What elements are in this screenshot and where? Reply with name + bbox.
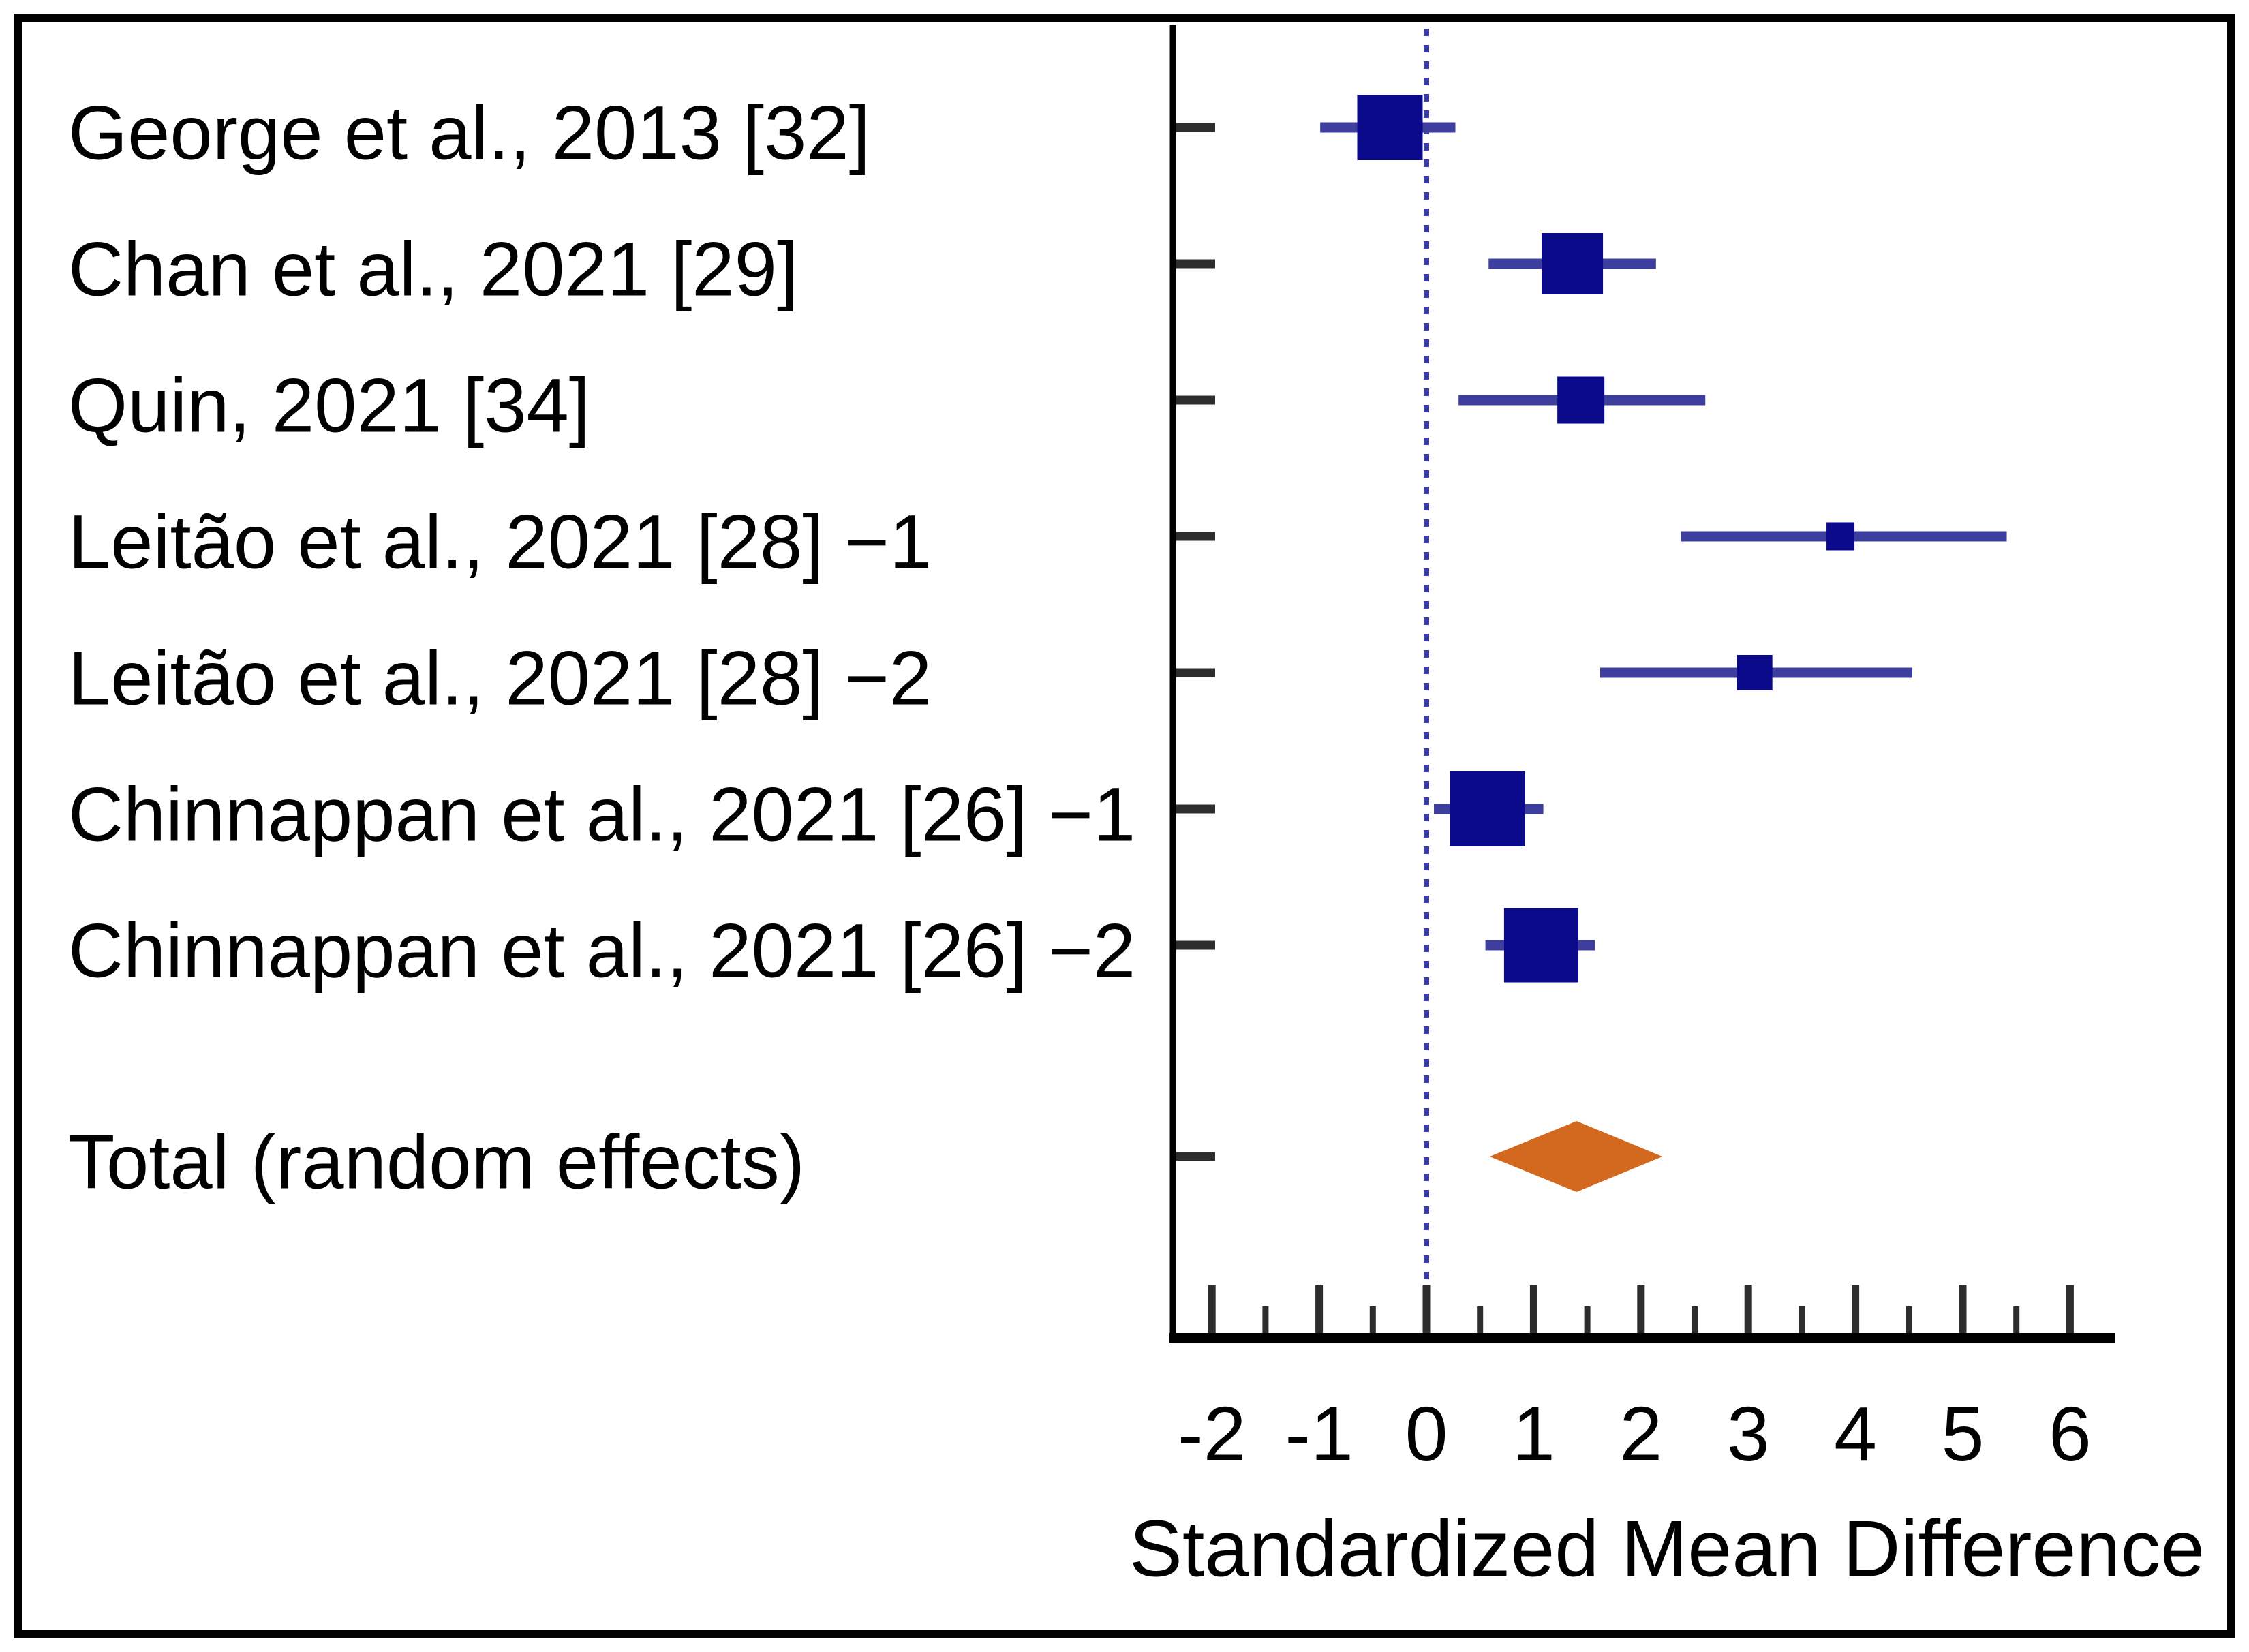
study-label: Chinnappan et al., 2021 [26] −2	[68, 908, 1135, 994]
x-tick-label: 1	[1512, 1391, 1555, 1477]
study-rows	[1320, 95, 2007, 983]
y-axis	[1169, 25, 1215, 1343]
x-tick-label: 3	[1727, 1391, 1770, 1477]
x-tick-label: 0	[1405, 1391, 1448, 1477]
study-label: Leitão et al., 2021 [28] −1	[68, 500, 932, 585]
study-label: Chan et al., 2021 [29]	[68, 227, 798, 312]
figure-border	[14, 14, 2235, 1638]
effect-square	[1503, 908, 1578, 983]
x-tick-label: -1	[1285, 1391, 1353, 1477]
effect-square	[1450, 771, 1525, 846]
total-diamond	[1489, 1121, 1663, 1192]
study-label: Quin, 2021 [34]	[68, 363, 590, 448]
x-axis-title: Standardized Mean Difference	[1129, 1504, 2205, 1593]
effect-square	[1826, 522, 1855, 551]
effect-square	[1542, 233, 1604, 294]
x-tick-label: 6	[2049, 1391, 2092, 1477]
x-axis: -2 -1 0 1 2 3 4 5 6	[1169, 1285, 2115, 1477]
study-label: Leitão et al., 2021 [28] −2	[68, 636, 932, 721]
effect-square	[1737, 655, 1773, 690]
study-label: Chinnappan et al., 2021 [26] −1	[68, 772, 1135, 857]
study-labels: George et al., 2013 [32] Chan et al., 202…	[68, 91, 1135, 994]
study-label: George et al., 2013 [32]	[68, 91, 870, 176]
effect-square	[1557, 376, 1605, 424]
x-tick-label: 5	[1942, 1391, 1985, 1477]
effect-square	[1357, 95, 1423, 160]
x-tick-label: 2	[1619, 1391, 1662, 1477]
x-tick-label: 4	[1834, 1391, 1877, 1477]
total-label: Total (random effects)	[68, 1120, 805, 1205]
total-row: Total (random effects)	[68, 1120, 1663, 1205]
x-tick-label: -2	[1178, 1391, 1246, 1477]
